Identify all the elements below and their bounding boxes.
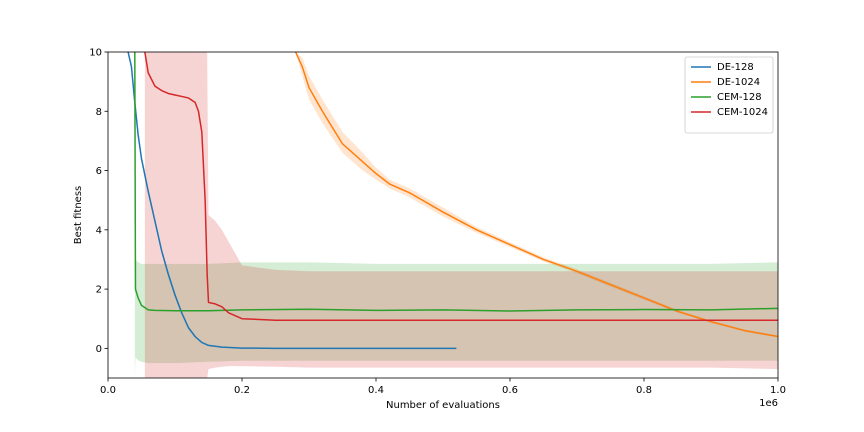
y-axis-label: Best fitness	[73, 186, 84, 244]
series-line-de-128	[127, 52, 457, 350]
series-line-cem-128	[134, 52, 778, 312]
x-tick-label: 0.0	[100, 385, 116, 396]
series-line-cem-1024	[144, 52, 778, 321]
x-axis-multiplier: 1e6	[759, 398, 778, 409]
y-tick-label: 8	[96, 107, 102, 118]
x-tick-label: 0.6	[502, 385, 518, 396]
y-tick-label: 0	[96, 344, 102, 355]
legend-label: CEM-128	[717, 92, 762, 103]
band-cem-128	[134, 52, 778, 378]
x-axis-label: Number of evaluations	[386, 400, 500, 411]
x-tick-label: 1.0	[770, 385, 786, 396]
legend: DE-128 DE-1024 CEM-128 CEM-1024	[684, 56, 774, 134]
band-cem-1024	[144, 52, 778, 378]
legend-box	[684, 56, 774, 134]
x-tick-label: 0.2	[234, 385, 250, 396]
y-axis: 0 2 4 6 8 10	[89, 48, 108, 355]
x-tick-label: 0.8	[636, 385, 652, 396]
x-tick-label: 0.4	[368, 385, 384, 396]
y-tick-label: 2	[96, 285, 102, 296]
legend-label: DE-1024	[717, 77, 760, 88]
series-lines	[127, 52, 778, 350]
legend-label: CEM-1024	[717, 107, 768, 118]
y-tick-label: 4	[96, 225, 102, 236]
plot-frame	[107, 51, 779, 379]
legend-label: DE-128	[717, 62, 754, 73]
x-axis: 0.0 0.2 0.4 0.6 0.8 1.0	[100, 378, 786, 396]
y-tick-label: 6	[96, 166, 102, 177]
confidence-bands	[128, 52, 778, 378]
y-tick-label: 10	[89, 48, 102, 59]
